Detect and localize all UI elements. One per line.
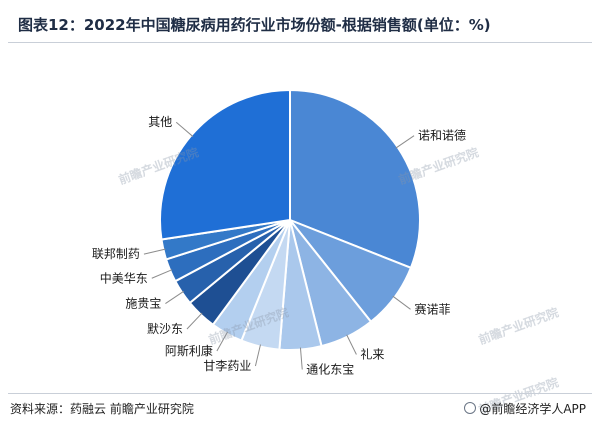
leader-line-11 (175, 121, 194, 137)
pie-slices (159, 88, 421, 351)
credit-text: @前瞻经济学人APP (479, 402, 586, 416)
leader-lines (143, 121, 415, 370)
leader-line-9 (151, 269, 173, 279)
leader-line-3 (346, 334, 357, 355)
source-note: 资料来源：药融云 前瞻产业研究院 (10, 402, 194, 416)
leader-line-2 (392, 295, 411, 310)
watermark-4: 前瞻产业研究院 (476, 304, 560, 347)
credit-note: @前瞻经济学人APP (464, 400, 586, 417)
slice-label-8: 施贵宝 (125, 297, 161, 311)
slice-label-5: 甘李药业 (203, 358, 251, 373)
leader-line-10 (143, 248, 166, 255)
slice-label-11: 其他 (148, 115, 172, 129)
title-divider (8, 42, 592, 43)
slice-label-1: 诺和诺德 (418, 128, 466, 143)
leader-line-1 (395, 135, 415, 149)
leader-line-5 (254, 344, 261, 367)
slice-label-9: 中美华东 (100, 270, 148, 285)
slice-label-6: 阿斯利康 (165, 343, 213, 358)
logo-circle-icon (464, 402, 477, 414)
leader-line-4 (299, 347, 303, 370)
slice-label-2: 赛诺菲 (415, 301, 451, 316)
slice-label-4: 通化东宝 (306, 362, 354, 376)
slice-label-3: 礼来 (360, 346, 384, 361)
footer-divider (8, 393, 592, 394)
slice-label-7: 默沙东 (147, 321, 183, 336)
chart-title: 图表12：2022年中国糖尿病用药行业市场份额-根据销售额(单位：%) (18, 16, 491, 34)
leader-line-7 (186, 312, 203, 330)
leader-line-6 (216, 331, 229, 352)
slice-label-10: 联邦制药 (92, 247, 140, 261)
leader-line-8 (165, 290, 184, 304)
